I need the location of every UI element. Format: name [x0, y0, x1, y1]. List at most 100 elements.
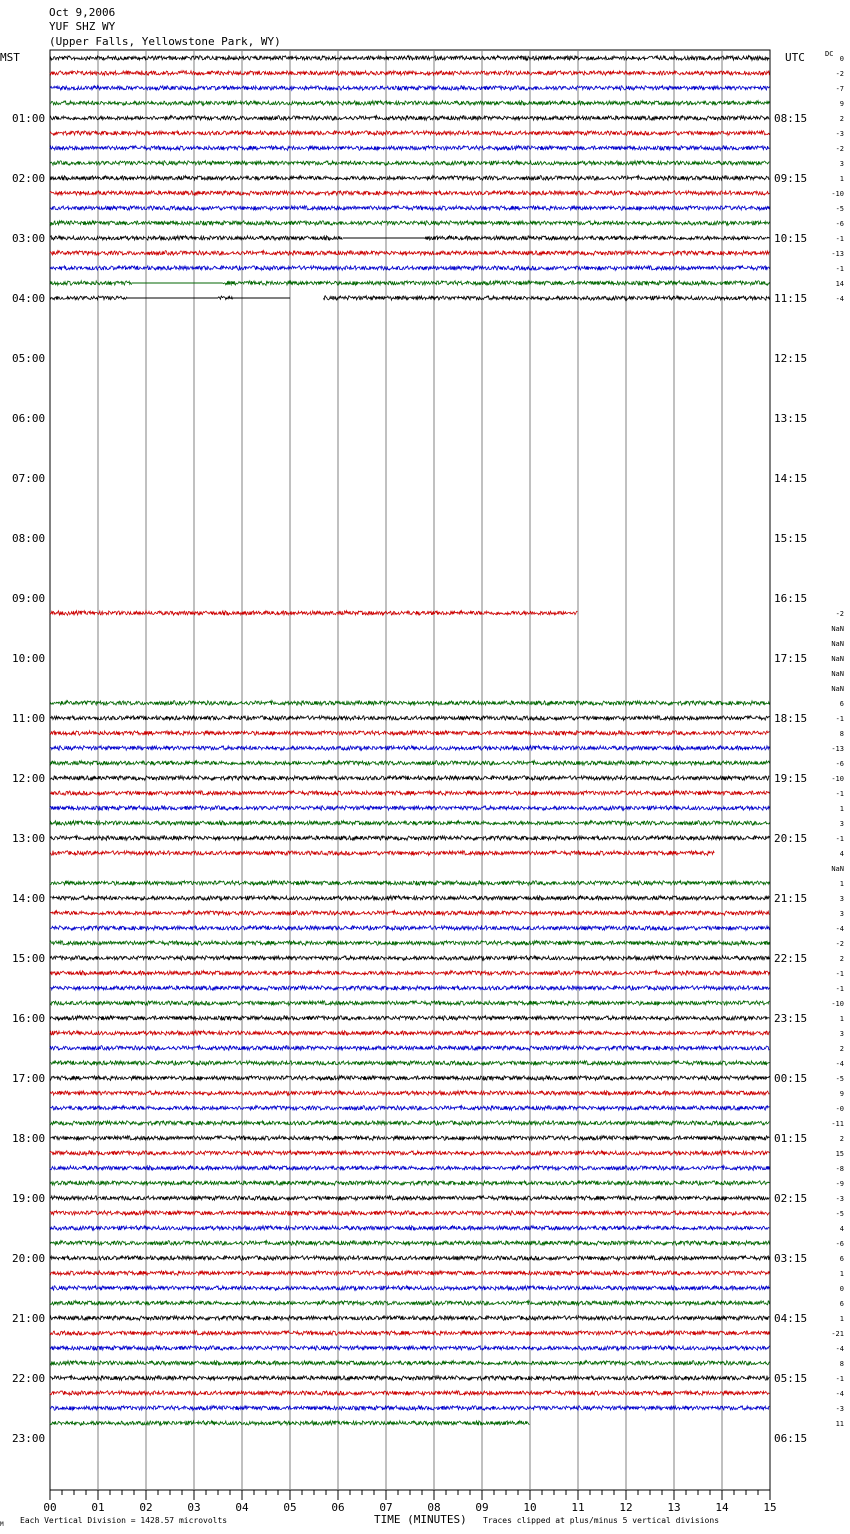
mst-label-02:00: 02:00: [12, 172, 45, 185]
dc-value-row-15: 14: [836, 280, 844, 288]
trace-row-52-seg-0: [49, 834, 770, 842]
dc-value-row-89: -4: [836, 1390, 844, 1398]
dc-value-row-45: 8: [840, 730, 844, 738]
dc-value-row-6: -2: [836, 145, 844, 153]
trace-row-45-seg-0: [49, 729, 770, 737]
trace-row-65-seg-0: [49, 1029, 770, 1037]
utc-label-22: 05:15: [774, 1372, 807, 1385]
corner-mark: M: [0, 1521, 4, 1528]
utc-label-10: 17:15: [774, 652, 807, 665]
dc-value-row-74: -8: [836, 1165, 844, 1173]
mst-label-03:00: 03:00: [12, 232, 45, 245]
mst-label-21:00: 21:00: [12, 1312, 45, 1325]
trace-row-50-seg-0: [49, 804, 770, 812]
utc-label-7: 14:15: [774, 472, 807, 485]
dc-value-row-72: 2: [840, 1135, 844, 1143]
trace-row-77-seg-0: [49, 1209, 770, 1217]
utc-label-19: 02:15: [774, 1192, 807, 1205]
mst-label-22:00: 22:00: [12, 1372, 45, 1385]
trace-row-74-seg-0: [49, 1164, 770, 1172]
trace-row-72-seg-0: [50, 1134, 770, 1142]
dc-value-row-5: -3: [836, 130, 844, 138]
mst-hour-labels: 01:00 02:00 03:00 04:00 05:00 06:00 07:00 08:00…: [12, 112, 45, 1445]
dc-value-row-50: 1: [840, 805, 844, 813]
x-tick-label-15: 15: [763, 1501, 776, 1514]
mst-label-11:00: 11:00: [12, 712, 45, 725]
trace-row-91-seg-0: [49, 1419, 530, 1427]
dc-value-row-67: -4: [836, 1060, 844, 1068]
dc-value-row-43: 6: [840, 700, 844, 708]
trace-row-16-seg-2: [323, 294, 770, 302]
trace-row-51-seg-0: [49, 819, 770, 827]
mst-label-08:00: 08:00: [12, 532, 45, 545]
dc-value-row-81: 1: [840, 1270, 844, 1278]
dc-value-row-61: -1: [836, 970, 844, 978]
trace-row-12-seg-1: [424, 234, 770, 242]
dc-value-row-76: -3: [836, 1195, 844, 1203]
dc-value-row-90: -3: [836, 1405, 844, 1413]
utc-label-12: 19:15: [774, 772, 807, 785]
utc-label-18: 01:15: [774, 1132, 807, 1145]
trace-row-83-seg-0: [49, 1299, 770, 1307]
trace-row-0-seg-0: [49, 54, 770, 62]
trace-row-16-seg-1: [217, 294, 233, 301]
x-tick-label-13: 13: [667, 1501, 680, 1514]
x-tick-label-01: 01: [91, 1501, 104, 1514]
x-tick-label-14: 14: [715, 1501, 729, 1514]
utc-label-20: 03:15: [774, 1252, 807, 1265]
dc-value-row-84: 1: [840, 1315, 844, 1323]
trace-row-63-seg-0: [49, 999, 770, 1007]
trace-row-85-seg-0: [49, 1329, 770, 1337]
mst-label-23:00: 23:00: [12, 1432, 45, 1445]
utc-hour-labels: 08:15 09:15 10:15 11:15 12:15 13:15 14:15 15:15…: [774, 112, 807, 1445]
dc-value-row-78: 4: [840, 1225, 844, 1233]
dc-value-row-8: 1: [840, 175, 844, 183]
utc-label-3: 10:15: [774, 232, 807, 245]
dc-value-row-77: -5: [836, 1210, 844, 1218]
dc-value-row-1: -2: [836, 70, 844, 78]
trace-row-89-seg-0: [49, 1389, 770, 1397]
trace-row-67-seg-0: [49, 1059, 770, 1067]
trace-group: [49, 54, 770, 1427]
dc-value-row-87: 8: [840, 1360, 844, 1368]
dc-value-row-51: 3: [840, 820, 844, 828]
dc-value-row-63: -10: [831, 1000, 844, 1008]
dc-value-row-16: -4: [836, 295, 844, 303]
time-gridlines: [97, 50, 723, 1490]
dc-value-row-10: -5: [836, 205, 844, 213]
x-axis: 00 01 02 03 04 05 06 07 08 09 10 11 12 13 14 15: [43, 1490, 777, 1514]
trace-row-37-seg-0: [49, 609, 578, 617]
dc-value-row-9: -10: [831, 190, 844, 198]
header-station: YUF SHZ WY: [49, 20, 116, 33]
x-tick-label-11: 11: [571, 1501, 584, 1514]
trace-row-13-seg-0: [49, 249, 770, 257]
trace-row-81-seg-0: [49, 1269, 770, 1277]
trace-row-80-seg-0: [49, 1254, 770, 1262]
dc-value-row-53: 4: [840, 850, 844, 858]
dc-value-row-69: 9: [840, 1090, 844, 1098]
utc-label-16: 23:15: [774, 1012, 807, 1025]
trace-row-2-seg-0: [49, 84, 770, 92]
dc-value-row-82: 0: [840, 1285, 844, 1293]
x-axis-title: TIME (MINUTES): [374, 1513, 467, 1526]
trace-row-57-seg-0: [49, 909, 770, 917]
trace-row-84-seg-0: [49, 1314, 770, 1322]
trace-row-56-seg-0: [49, 894, 770, 902]
dc-value-row-46: -13: [831, 745, 844, 753]
trace-row-90-seg-0: [49, 1404, 770, 1412]
trace-row-44-seg-0: [49, 714, 770, 722]
mst-label-07:00: 07:00: [12, 472, 45, 485]
mst-label-01:00: 01:00: [12, 112, 45, 125]
trace-row-47-seg-0: [49, 759, 770, 767]
dc-value-row-40: NaN: [831, 655, 844, 663]
utc-label-23: 06:15: [774, 1432, 807, 1445]
dc-value-row-37: -2: [836, 610, 844, 618]
trace-row-46-seg-0: [49, 744, 770, 752]
dc-value-row-57: 3: [840, 910, 844, 918]
dc-value-row-44: -1: [836, 715, 844, 723]
trace-row-9-seg-0: [49, 189, 770, 197]
trace-row-10-seg-0: [49, 204, 770, 212]
mst-label-10:00: 10:00: [12, 652, 45, 665]
dc-value-row-42: NaN: [831, 685, 844, 693]
utc-label-15: 22:15: [774, 952, 807, 965]
